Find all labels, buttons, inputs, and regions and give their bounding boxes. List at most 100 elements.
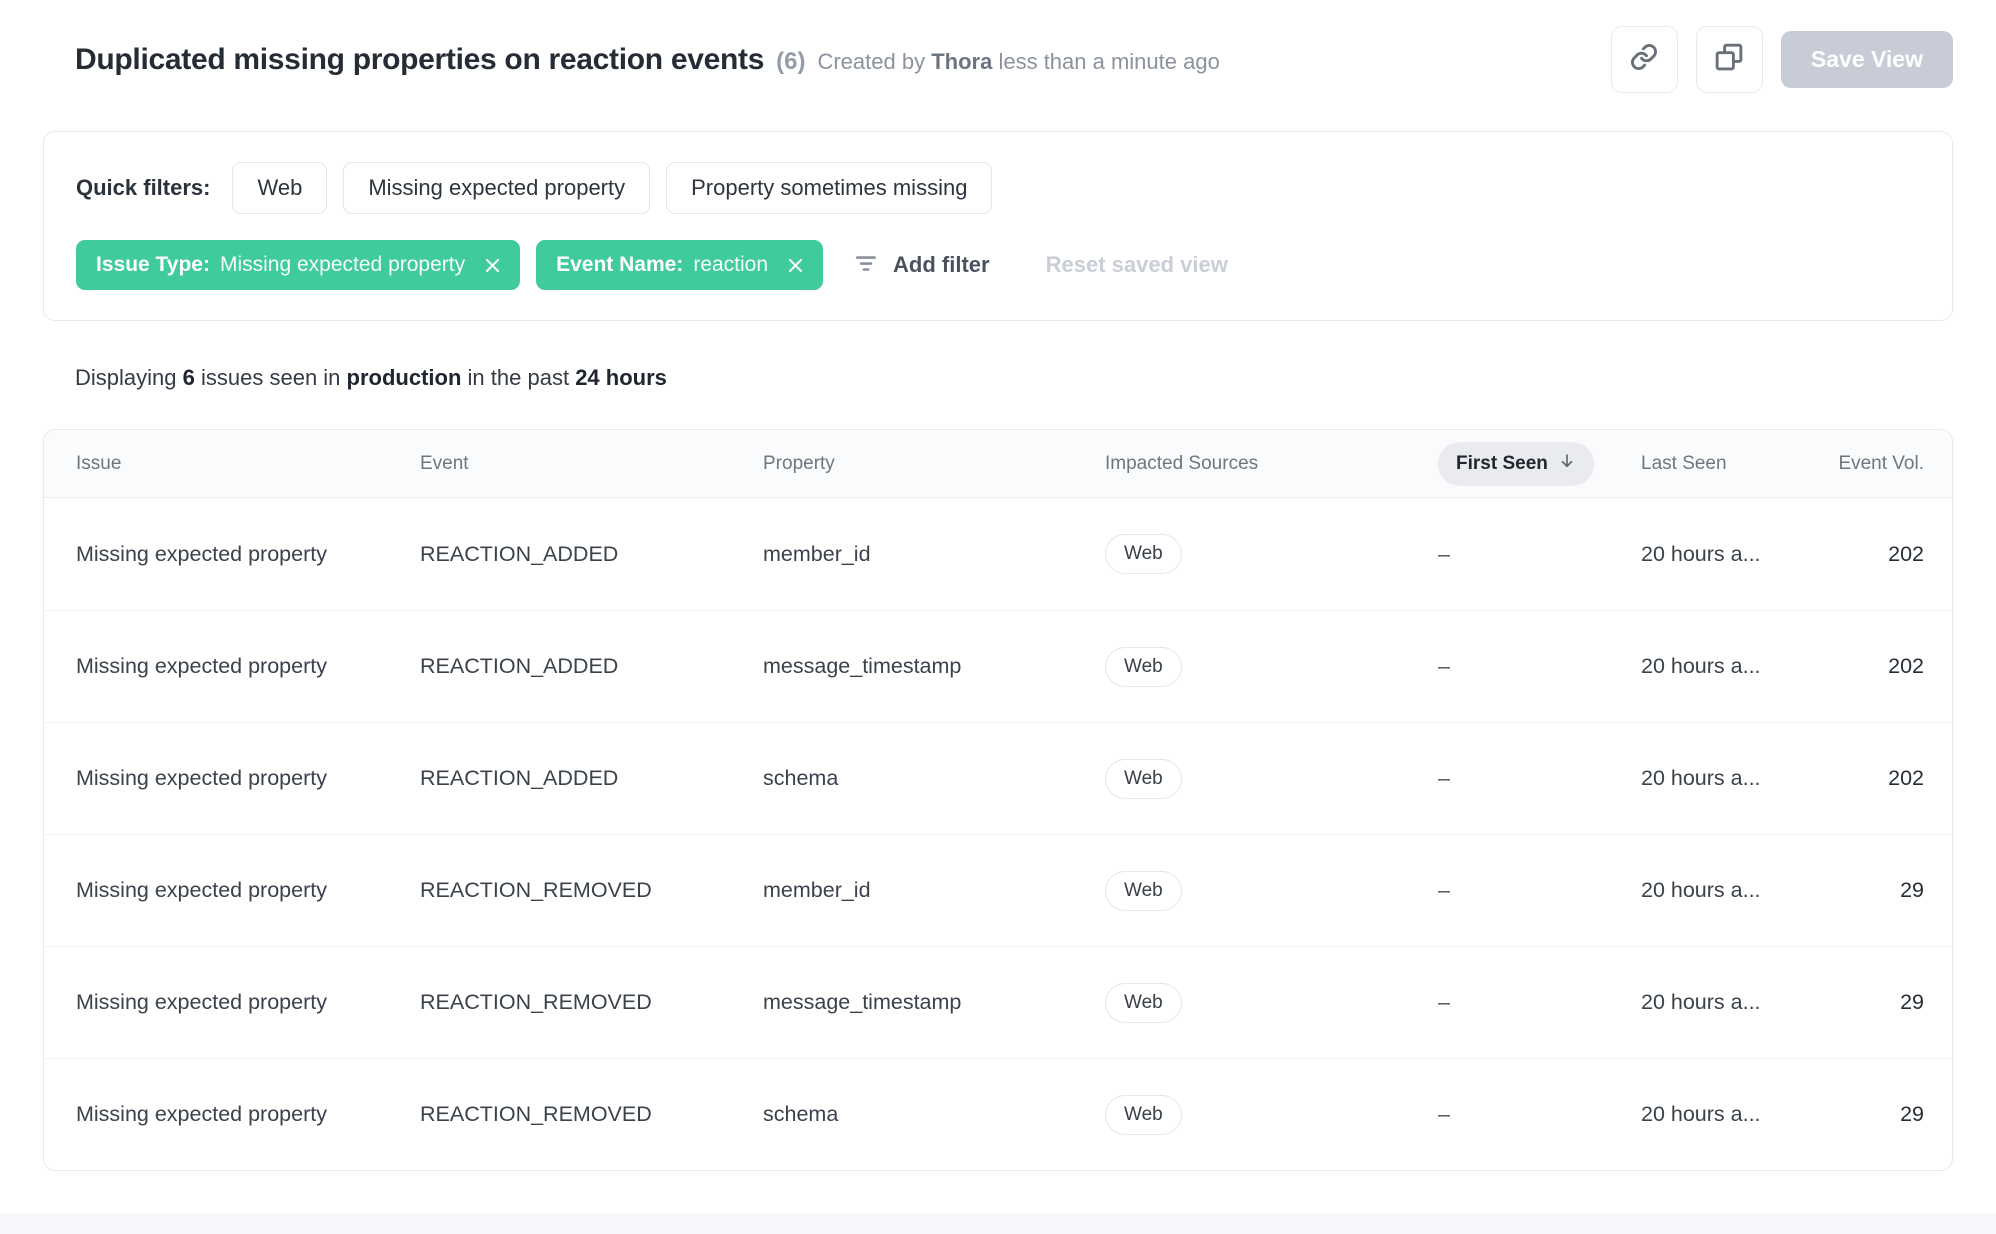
status-range: 24 hours (575, 365, 667, 390)
property-cell: member_id (763, 878, 871, 902)
last-seen-cell: 20 hours a... (1641, 541, 1761, 566)
created-ago: less than a minute ago (998, 48, 1220, 74)
add-filter-label: Add filter (893, 252, 990, 277)
first-seen-cell: – (1438, 1102, 1450, 1126)
column-header-impacted-sources: Impacted Sources (1105, 452, 1259, 474)
status-prefix: Displaying (75, 365, 177, 390)
quick-filters-row: Quick filters: Web Missing expected prop… (76, 162, 1920, 214)
remove-event-name-filter-icon[interactable] (786, 256, 805, 275)
created-by-meta: Created by Thora less than a minute ago (817, 49, 1219, 75)
column-header-issue: Issue (76, 452, 122, 474)
event-cell: REACTION_REMOVED (420, 990, 652, 1014)
active-filters-row: Issue Type: Missing expected property Ev… (76, 240, 1920, 290)
property-cell: message_timestamp (763, 990, 962, 1014)
event-vol-cell: 202 (1888, 766, 1924, 790)
source-pill: Web (1105, 758, 1182, 799)
copy-icon (1714, 42, 1744, 77)
quick-filter-missing-expected-property[interactable]: Missing expected property (343, 162, 651, 214)
source-pill: Web (1105, 982, 1182, 1023)
page-header: Duplicated missing properties on reactio… (43, 26, 1953, 93)
column-header-last-seen: Last Seen (1641, 452, 1727, 474)
first-seen-sort-button[interactable]: First Seen (1438, 441, 1594, 486)
issue-cell: Missing expected property (76, 541, 327, 566)
page-bottom-strip (0, 1213, 1996, 1234)
table-row[interactable]: Missing expected property REACTION_REMOV… (44, 946, 1952, 1058)
header-actions: Save View (1610, 26, 1953, 93)
issue-cell: Missing expected property (76, 990, 327, 1014)
quick-filter-web[interactable]: Web (232, 162, 328, 214)
column-header-first-seen: First Seen (1438, 441, 1641, 486)
last-seen-cell: 20 hours a... (1641, 878, 1761, 902)
last-seen-cell: 20 hours a... (1641, 654, 1761, 678)
table-row[interactable]: Missing expected property REACTION_REMOV… (44, 1058, 1952, 1170)
first-seen-cell: – (1438, 654, 1450, 678)
first-seen-cell: – (1438, 990, 1450, 1014)
event-cell: REACTION_ADDED (420, 541, 619, 566)
page-title: Duplicated missing properties on reactio… (75, 42, 765, 76)
status-middle2: in the past (467, 365, 570, 390)
reset-saved-view-button[interactable]: Reset saved view (1045, 252, 1228, 277)
issue-count-badge: (6) (776, 47, 806, 75)
first-seen-cell: – (1438, 541, 1450, 566)
event-vol-cell: 202 (1888, 654, 1924, 678)
table-row[interactable]: Missing expected property REACTION_ADDED… (44, 722, 1952, 834)
column-header-event-vol: Event Vol. (1838, 452, 1924, 474)
filter-chip-value: reaction (693, 253, 769, 276)
filter-chip-label: Event Name: (556, 253, 684, 276)
issues-table: Issue Event Property Impacted Sources Fi… (43, 429, 1953, 1171)
sort-desc-arrow-icon (1558, 452, 1576, 476)
property-cell: message_timestamp (763, 654, 962, 678)
table-row[interactable]: Missing expected property REACTION_REMOV… (44, 834, 1952, 946)
status-environment: production (346, 365, 462, 390)
copy-link-button[interactable] (1610, 26, 1678, 93)
table-row[interactable]: Missing expected property REACTION_ADDED… (44, 610, 1952, 722)
column-header-property: Property (763, 452, 835, 474)
filter-chip-label: Issue Type: (96, 253, 210, 276)
filters-card: Quick filters: Web Missing expected prop… (43, 131, 1953, 321)
impacted-sources-cell: Web (1105, 870, 1438, 911)
status-count: 6 (182, 365, 195, 390)
event-cell: REACTION_REMOVED (420, 1102, 652, 1126)
source-pill: Web (1105, 1094, 1182, 1135)
impacted-sources-cell: Web (1105, 646, 1438, 687)
last-seen-cell: 20 hours a... (1641, 1102, 1761, 1126)
property-cell: schema (763, 1102, 839, 1126)
issue-cell: Missing expected property (76, 766, 327, 790)
remove-issue-type-filter-icon[interactable] (483, 256, 502, 275)
event-cell: REACTION_ADDED (420, 766, 619, 790)
table-row[interactable]: Missing expected property REACTION_ADDED… (44, 498, 1952, 610)
last-seen-cell: 20 hours a... (1641, 990, 1761, 1014)
column-header-event: Event (420, 452, 469, 474)
filter-chip-event-name[interactable]: Event Name: reaction (536, 240, 824, 290)
impacted-sources-cell: Web (1105, 982, 1438, 1023)
event-cell: REACTION_REMOVED (420, 878, 652, 902)
created-by-prefix: Created by (817, 48, 926, 74)
first-seen-cell: – (1438, 766, 1450, 790)
filter-chip-issue-type[interactable]: Issue Type: Missing expected property (76, 240, 521, 290)
saved-view-page: Duplicated missing properties on reactio… (43, 26, 1953, 1171)
first-seen-cell: – (1438, 878, 1450, 902)
property-cell: member_id (763, 541, 871, 566)
event-vol-cell: 202 (1888, 541, 1924, 566)
status-line: Displaying 6 issues seen in production i… (75, 365, 1953, 391)
save-view-button[interactable]: Save View (1780, 31, 1953, 88)
add-filter-button[interactable]: Add filter (853, 250, 990, 281)
last-seen-cell: 20 hours a... (1641, 766, 1761, 790)
issue-cell: Missing expected property (76, 878, 327, 902)
event-vol-cell: 29 (1900, 878, 1924, 902)
event-vol-cell: 29 (1900, 1102, 1924, 1126)
source-pill: Web (1105, 646, 1182, 687)
duplicate-view-button[interactable] (1695, 26, 1763, 93)
filter-lines-icon (853, 250, 879, 281)
impacted-sources-cell: Web (1105, 1094, 1438, 1135)
source-pill: Web (1105, 870, 1182, 911)
table-body: Missing expected property REACTION_ADDED… (44, 498, 1952, 1170)
issue-cell: Missing expected property (76, 654, 327, 678)
property-cell: schema (763, 766, 839, 790)
first-seen-label: First Seen (1456, 452, 1548, 474)
event-vol-cell: 29 (1900, 990, 1924, 1014)
author-name: Thora (931, 48, 993, 74)
quick-filter-property-sometimes-missing[interactable]: Property sometimes missing (666, 162, 993, 214)
title-block: Duplicated missing properties on reactio… (75, 43, 1611, 77)
link-icon (1629, 42, 1659, 77)
